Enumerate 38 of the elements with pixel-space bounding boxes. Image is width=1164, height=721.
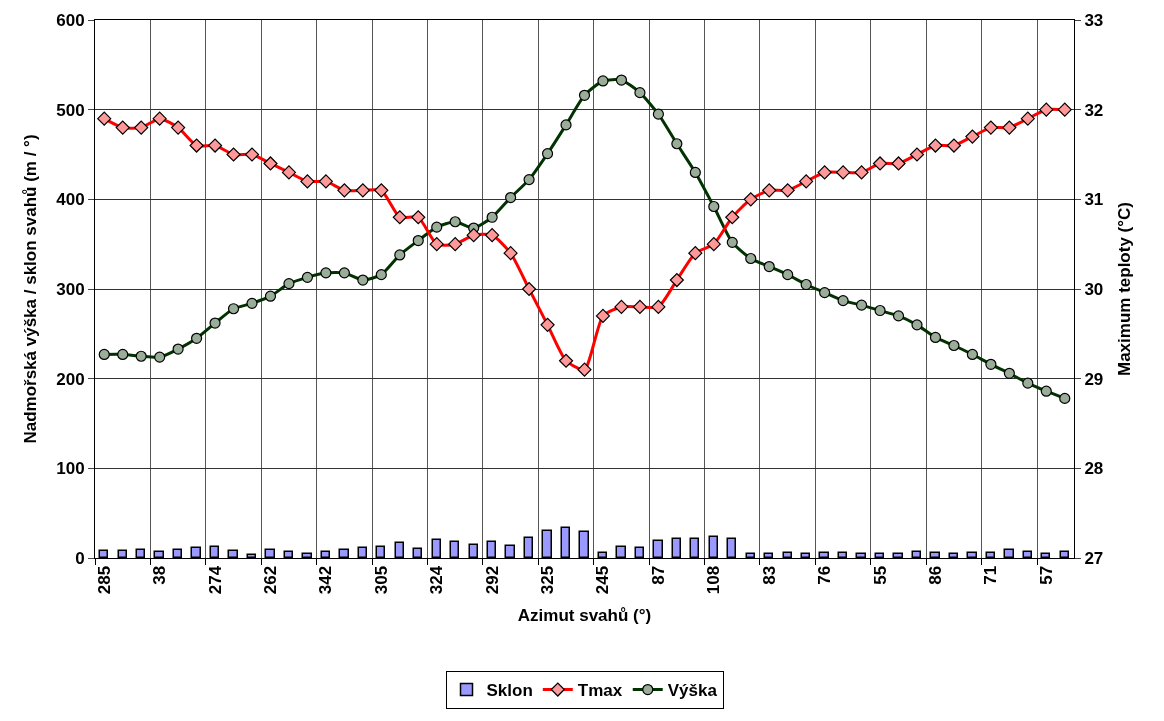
y-tick-label: 400	[56, 190, 85, 210]
x-tick-label: 87	[648, 565, 668, 585]
legend-label: Sklon	[486, 681, 533, 701]
x-tick-label: 57	[1036, 565, 1056, 585]
y2-tick-label: 31	[1084, 190, 1104, 210]
y2-axis-title: Maximum teploty (°C)	[1114, 202, 1134, 376]
x-tick-label: 274	[205, 565, 225, 595]
x-tick-label: 108	[704, 565, 724, 595]
x-tick-label: 245	[593, 565, 613, 595]
y2-tick-label: 33	[1084, 10, 1104, 30]
x-tick-label: 76	[815, 565, 835, 585]
y-tick-label: 0	[75, 548, 85, 568]
x-tick-label: 324	[427, 565, 447, 595]
x-tick-label: 305	[371, 565, 391, 595]
x-tick-label: 292	[482, 565, 502, 595]
y2-tick-label: 32	[1084, 100, 1104, 120]
x-tick-label: 83	[759, 565, 779, 585]
x-tick-label: 342	[316, 565, 336, 595]
y2-tick-label: 28	[1084, 459, 1104, 479]
y2-tick-label: 29	[1084, 369, 1104, 389]
x-tick-label: 71	[981, 565, 1001, 585]
y-axis-title: Nadmořská výška / sklon svahů (m / °)	[20, 134, 40, 444]
legend-label: Tmax	[577, 681, 623, 701]
y-tick-label: 100	[56, 459, 85, 479]
x-tick-label: 38	[150, 565, 170, 585]
x-axis-title: Azimut svahů (°)	[517, 605, 652, 625]
x-tick-label: 262	[261, 565, 281, 595]
y-tick-label: 300	[56, 279, 85, 299]
y2-tick-label: 30	[1084, 279, 1104, 299]
legend-label: Výška	[667, 681, 718, 701]
x-tick-label: 325	[538, 565, 558, 595]
y-tick-label: 500	[56, 100, 85, 120]
x-tick-label: 86	[925, 565, 945, 585]
x-tick-label: 55	[870, 565, 890, 585]
y-tick-label: 600	[56, 10, 85, 30]
y-tick-label: 200	[56, 369, 85, 389]
x-tick-label: 285	[94, 565, 114, 595]
y2-tick-label: 27	[1084, 548, 1104, 568]
